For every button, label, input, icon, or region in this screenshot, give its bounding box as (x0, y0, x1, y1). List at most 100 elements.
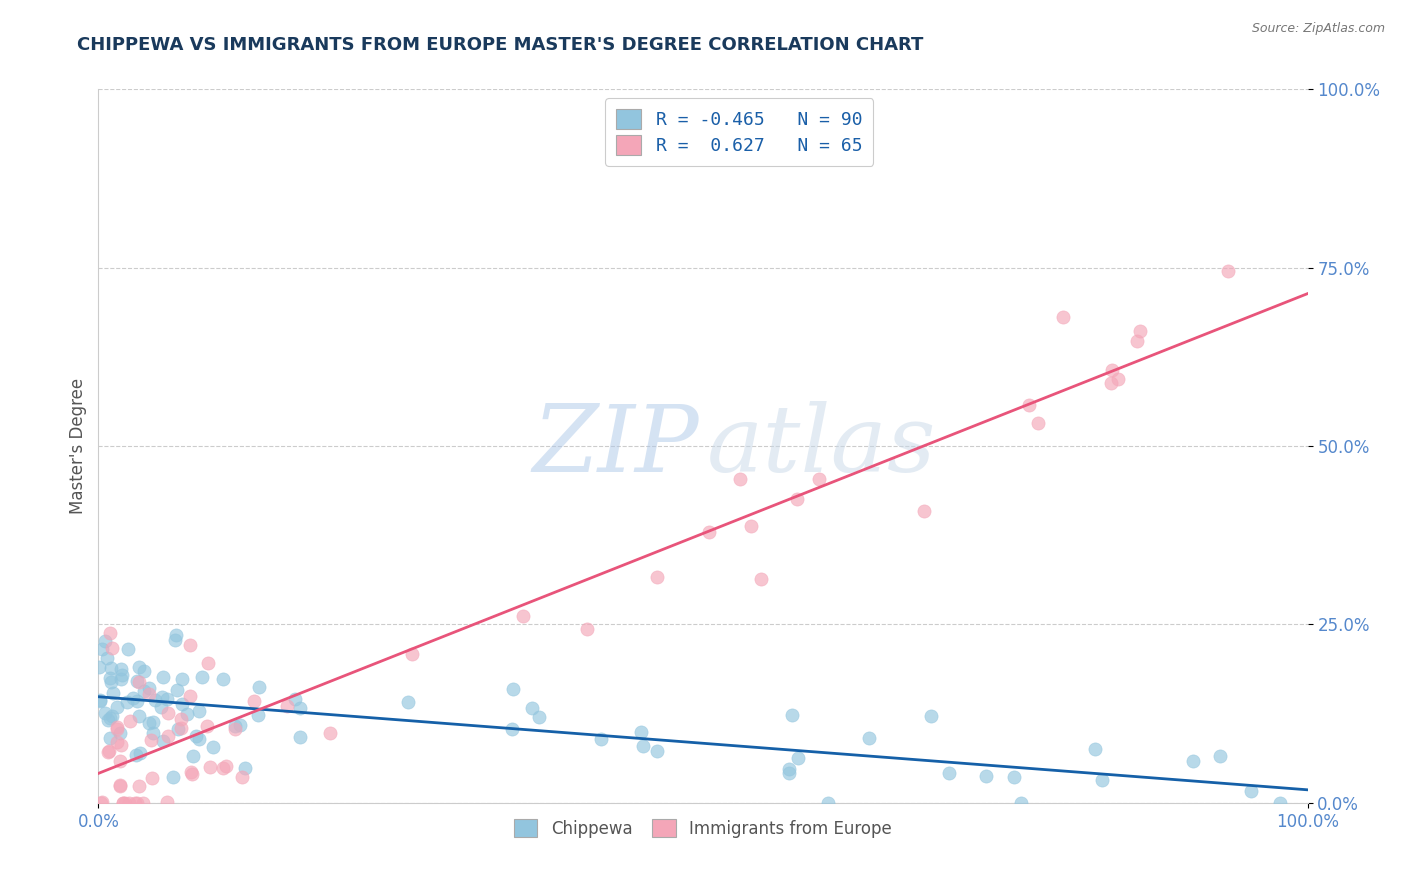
Point (108, 726, 131, 740)
Point (180, 764, 202, 779)
Point (1002, 770, 1025, 784)
Point (215, 759, 238, 773)
Point (179, 690, 201, 704)
Point (749, 572, 772, 586)
Point (170, 672, 193, 686)
Point (1052, 310, 1074, 324)
Point (858, 731, 880, 745)
Point (284, 692, 307, 706)
Point (1010, 796, 1032, 810)
Point (98, 744, 121, 758)
Point (224, 723, 246, 737)
Point (152, 734, 174, 748)
Point (143, 693, 166, 707)
Point (111, 796, 134, 810)
Point (211, 672, 233, 686)
Point (110, 754, 132, 768)
Point (128, 780, 150, 794)
Point (115, 695, 138, 709)
Point (152, 690, 174, 704)
Point (87, 660, 110, 674)
Point (502, 682, 524, 697)
Point (912, 504, 935, 518)
Point (166, 683, 188, 698)
Point (128, 708, 150, 723)
Point (170, 697, 193, 711)
Point (246, 708, 269, 723)
Point (101, 709, 124, 723)
Point (401, 647, 423, 661)
Point (96, 651, 118, 665)
Point (181, 749, 204, 764)
Text: Source: ZipAtlas.com: Source: ZipAtlas.com (1251, 22, 1385, 36)
Point (142, 726, 165, 740)
Point (105, 735, 128, 749)
Point (501, 722, 523, 736)
Point (190, 670, 212, 684)
Point (132, 796, 155, 810)
Point (118, 796, 141, 810)
Point (1107, 372, 1129, 386)
Point (786, 491, 808, 506)
Point (1126, 334, 1149, 348)
Point (98, 731, 121, 745)
Point (187, 732, 209, 747)
Point (630, 724, 652, 739)
Point (1128, 324, 1150, 338)
Point (290, 700, 312, 714)
Point (114, 796, 136, 810)
Point (100, 661, 122, 675)
Point (103, 686, 125, 700)
Point (1101, 362, 1123, 376)
Point (98, 626, 121, 640)
Point (110, 739, 132, 753)
Point (778, 765, 800, 780)
Point (233, 760, 256, 774)
Point (125, 796, 148, 810)
Point (156, 795, 179, 809)
Point (229, 718, 252, 732)
Point (1181, 754, 1204, 768)
Point (166, 722, 188, 736)
Text: ZIP: ZIP (533, 401, 699, 491)
Point (1209, 748, 1232, 763)
Point (198, 760, 221, 774)
Point (117, 641, 139, 656)
Point (139, 733, 162, 747)
Point (112, 796, 135, 810)
Point (187, 704, 209, 718)
Point (243, 694, 266, 708)
Point (276, 698, 298, 713)
Point (808, 472, 831, 486)
Point (396, 696, 419, 710)
Point (93, 706, 115, 720)
Point (125, 673, 148, 688)
Point (98, 711, 121, 725)
Point (224, 719, 246, 733)
Point (817, 796, 839, 810)
Point (142, 715, 165, 730)
Point (141, 771, 163, 785)
Point (1216, 263, 1239, 277)
Point (157, 729, 180, 743)
Point (90, 641, 112, 656)
Point (89, 693, 111, 707)
Point (105, 699, 128, 714)
Point (157, 706, 180, 720)
Point (108, 778, 131, 792)
Point (180, 767, 202, 781)
Point (162, 770, 184, 784)
Point (152, 670, 174, 684)
Point (247, 681, 270, 695)
Point (134, 684, 156, 698)
Point (105, 723, 128, 737)
Point (97, 745, 120, 759)
Point (101, 641, 124, 656)
Point (125, 694, 148, 708)
Point (124, 747, 146, 762)
Point (149, 700, 172, 714)
Point (201, 739, 224, 754)
Point (170, 712, 193, 726)
Point (108, 779, 131, 793)
Text: atlas: atlas (707, 401, 936, 491)
